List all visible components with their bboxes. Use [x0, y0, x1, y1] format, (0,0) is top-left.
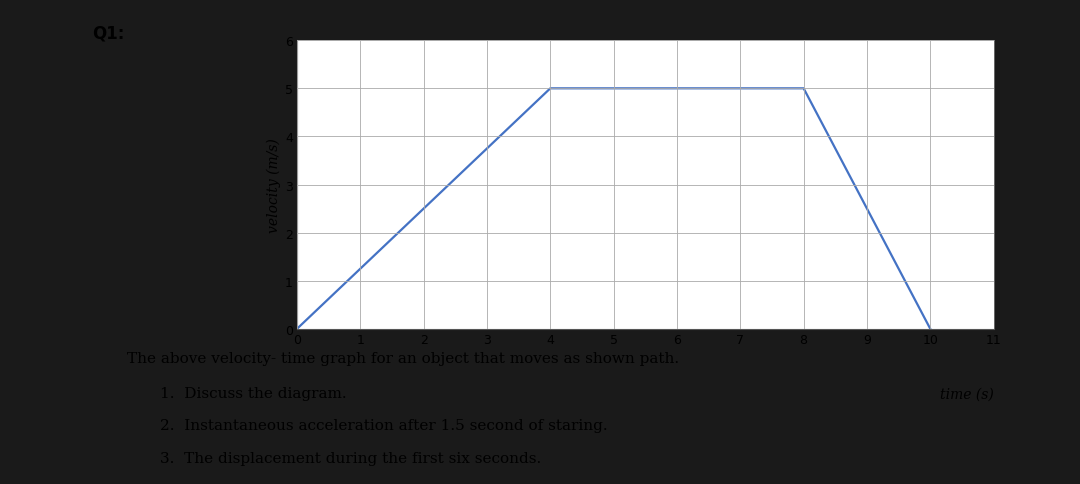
Text: 3.  The displacement during the first six seconds.: 3. The displacement during the first six…: [160, 451, 541, 465]
Text: 4.  The acceleration last 2 seconds.: 4. The acceleration last 2 seconds.: [160, 483, 432, 484]
Y-axis label: velocity (m/s): velocity (m/s): [267, 138, 281, 232]
Text: The above velocity- time graph for an object that moves as shown path.: The above velocity- time graph for an ob…: [127, 351, 679, 365]
Text: Q1:: Q1:: [92, 24, 124, 42]
Text: 2.  Instantaneous acceleration after 1.5 second of staring.: 2. Instantaneous acceleration after 1.5 …: [160, 418, 607, 432]
Text: time (s): time (s): [940, 387, 994, 401]
Text: 1.  Discuss the diagram.: 1. Discuss the diagram.: [160, 386, 347, 400]
